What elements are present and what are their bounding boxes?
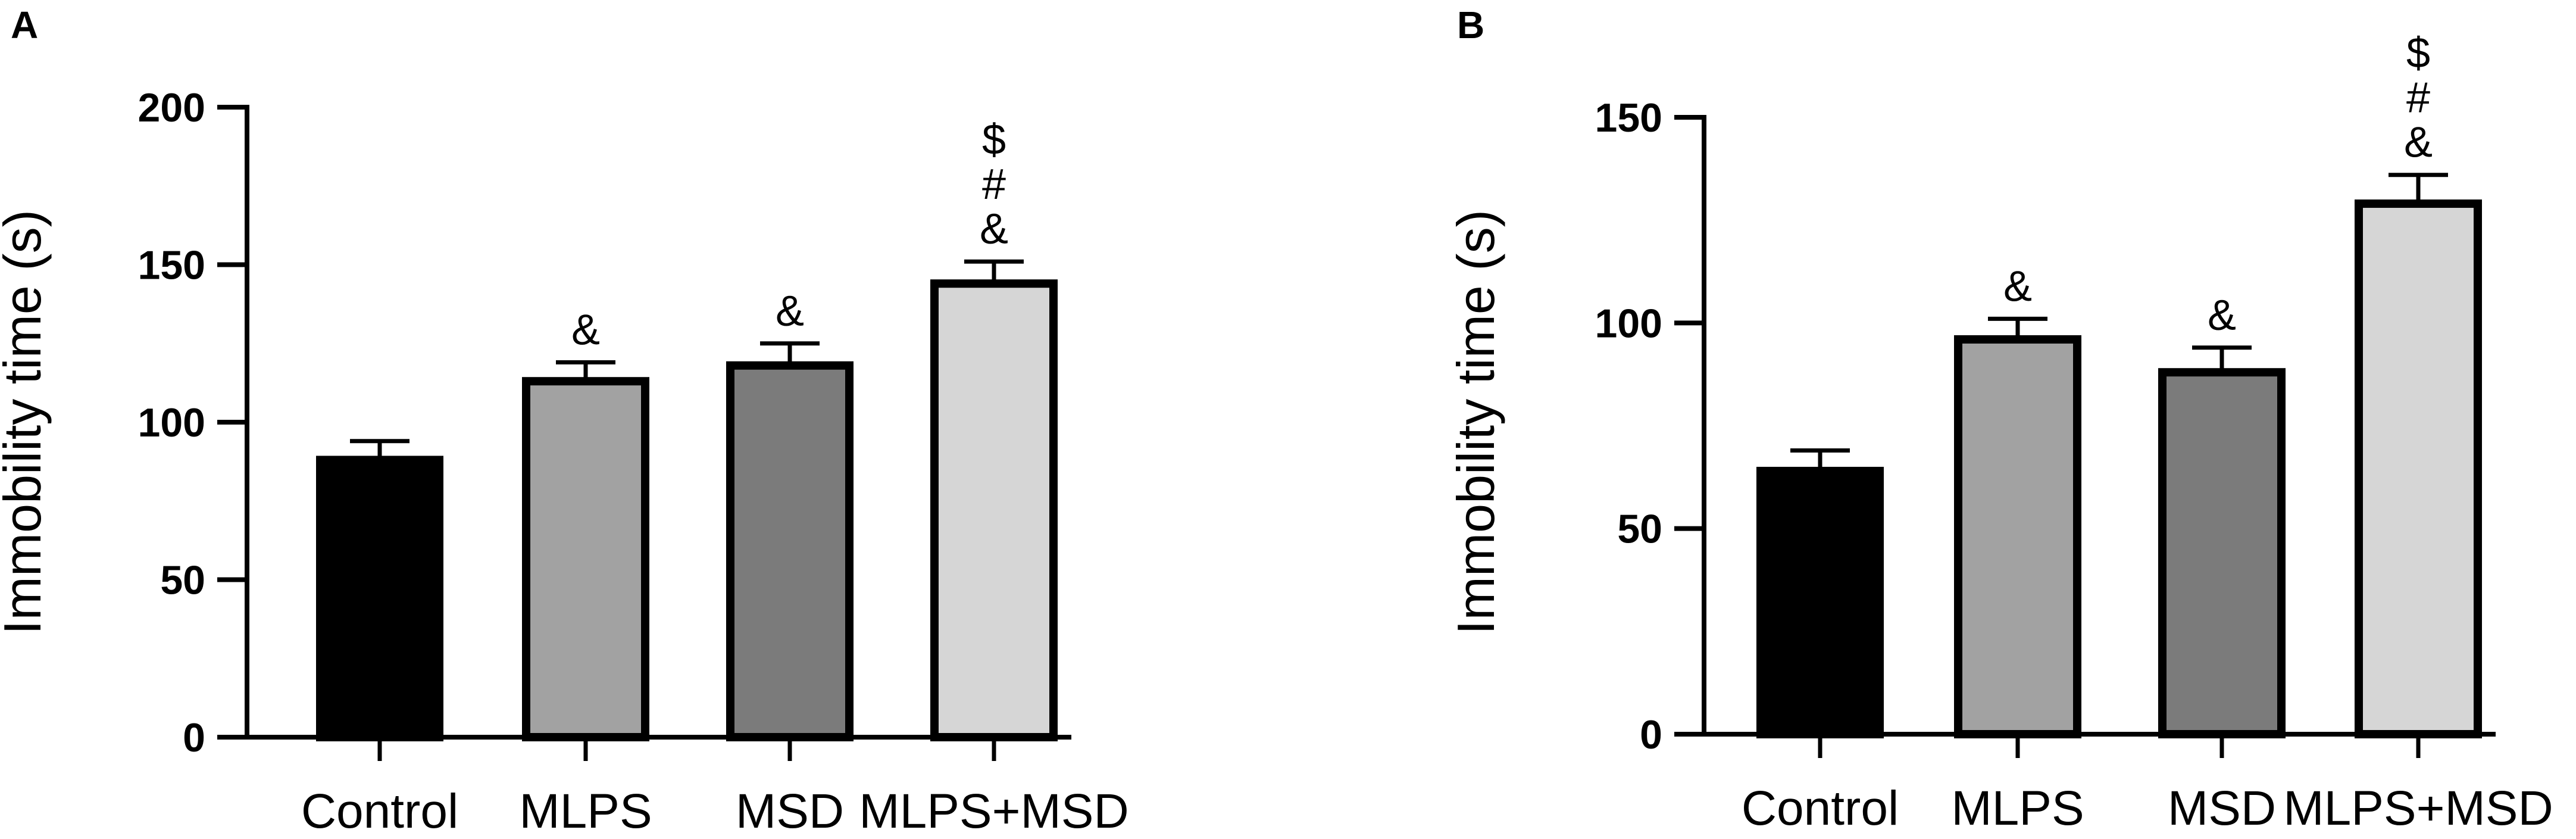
y-tick-label: 50 — [1617, 507, 1662, 552]
bar-0 — [1756, 466, 1884, 738]
category-label: MLPS+MSD — [859, 784, 1128, 838]
significance-marker: & — [980, 205, 1008, 253]
y-tick-label: 150 — [138, 243, 205, 288]
y-tick-label: 200 — [138, 85, 205, 130]
significance-marker: & — [2208, 292, 2236, 339]
bar-3 — [930, 279, 1058, 741]
bar-1 — [1954, 335, 2081, 738]
panel-label: A — [11, 4, 38, 46]
significance-marker: # — [2406, 74, 2430, 122]
y-tick-label: 50 — [160, 558, 205, 603]
category-label: Control — [1742, 781, 1899, 835]
y-tick-label: 100 — [138, 400, 205, 445]
category-label: MLPS — [1951, 781, 2084, 835]
significance-marker: & — [776, 288, 804, 335]
y-axis-title: Immobility time (s) — [0, 210, 52, 635]
significance-marker: & — [2404, 119, 2433, 167]
significance-marker: # — [982, 161, 1006, 208]
y-tick-label: 0 — [183, 715, 205, 760]
panel-label: B — [1457, 4, 1484, 46]
category-label: MLPS+MSD — [2283, 781, 2553, 835]
bar-2 — [2158, 368, 2286, 738]
bar-2 — [726, 361, 854, 741]
bar-1 — [522, 377, 649, 741]
bar-0 — [316, 456, 443, 741]
significance-marker: $ — [2406, 30, 2430, 77]
y-tick-label: 0 — [1640, 712, 1662, 757]
bar-3 — [2355, 199, 2482, 739]
category-label: MLPS — [519, 784, 652, 838]
y-tick-label: 100 — [1595, 301, 1662, 346]
significance-marker: & — [2003, 263, 2032, 310]
y-axis-title: Immobility time (s) — [1446, 210, 1505, 635]
significance-marker: $ — [982, 116, 1006, 164]
category-label: MSD — [2168, 781, 2276, 835]
significance-marker: & — [571, 306, 600, 354]
category-label: Control — [301, 784, 458, 838]
category-label: MSD — [736, 784, 844, 838]
y-tick-label: 150 — [1595, 95, 1662, 141]
